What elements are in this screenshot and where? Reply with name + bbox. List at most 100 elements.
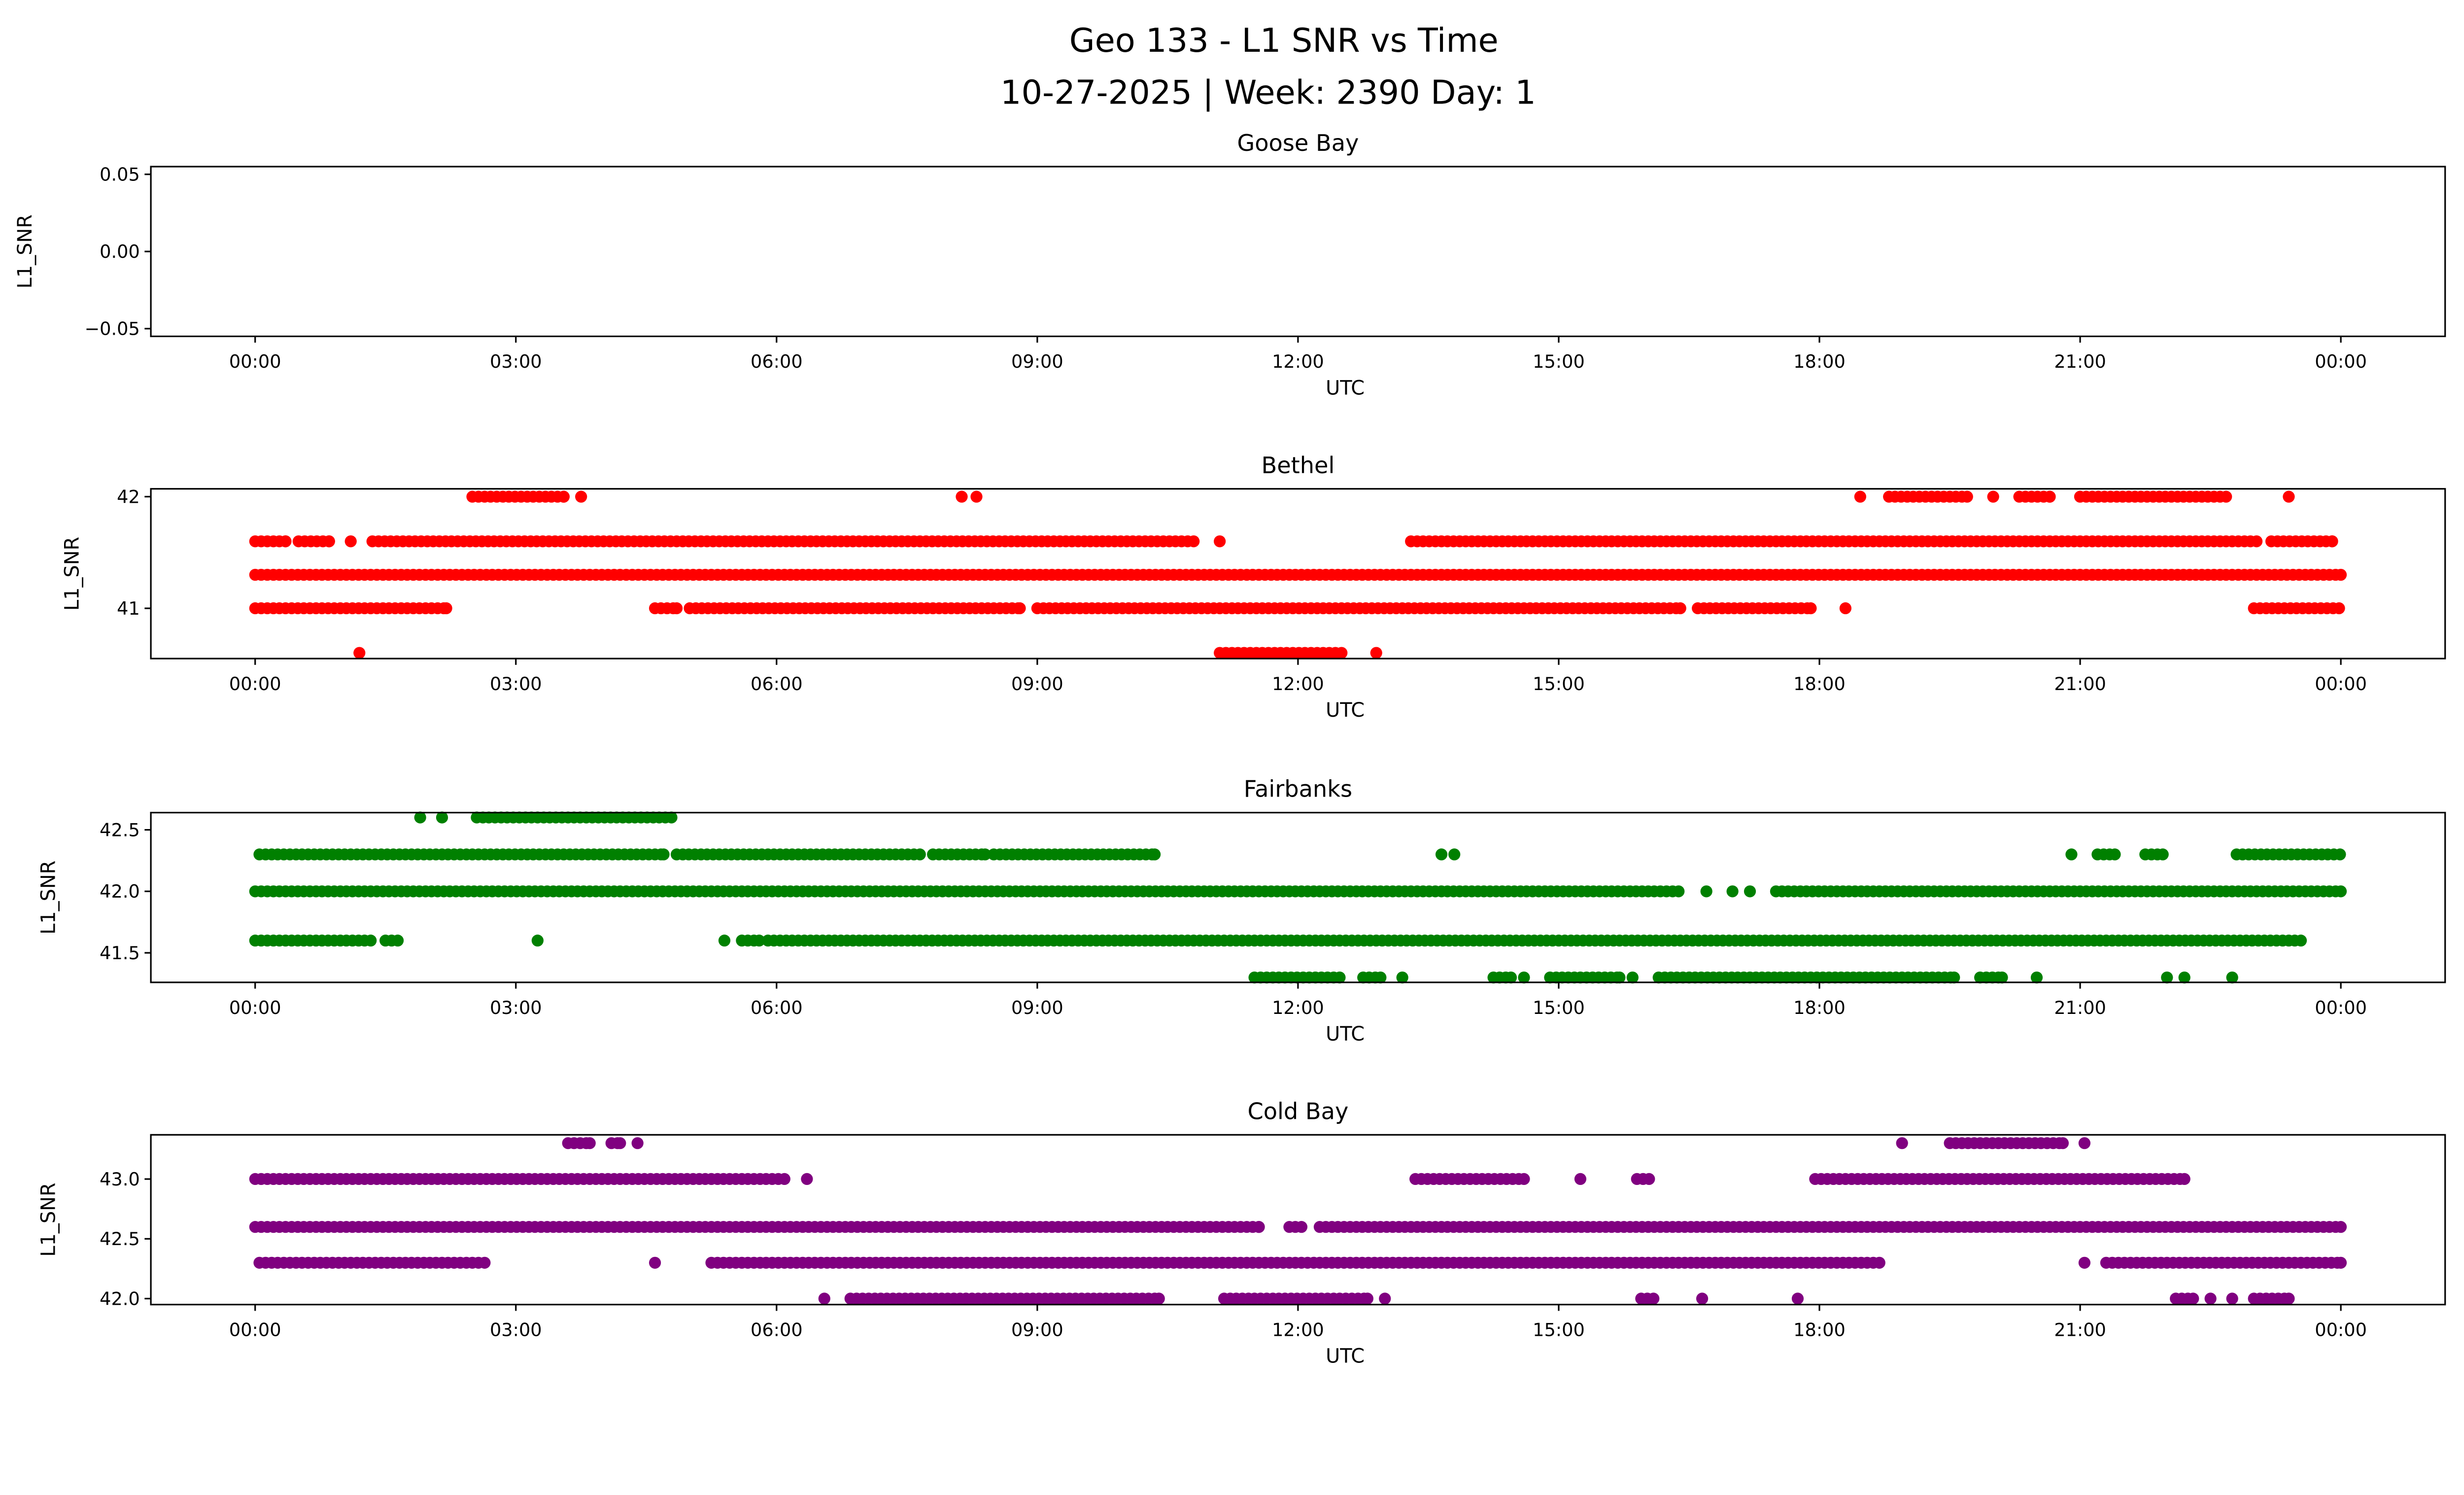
data-point <box>1791 1292 1804 1305</box>
data-point <box>1213 535 1226 548</box>
x-tick-label: 18:00 <box>1793 997 1846 1018</box>
data-points <box>249 1137 2347 1305</box>
subplot-bethel: Bethel 00:00 03:00 06:00 09:00 12:00 15:00 18:0… <box>61 452 2446 722</box>
subplot-title: Goose Bay <box>1237 130 1359 156</box>
figure: Geo 133 - L1 SNR vs Time 10-27-2025 | We… <box>0 0 2464 1404</box>
data-point <box>2030 971 2043 984</box>
data-point <box>1805 602 1817 615</box>
data-point <box>1435 848 1448 861</box>
subplot-title: Fairbanks <box>1244 776 1352 802</box>
x-tick-label: 00:00 <box>229 997 281 1018</box>
data-point <box>353 647 366 659</box>
data-point <box>1626 971 1639 984</box>
y-tick-label: 42.5 <box>100 819 140 840</box>
x-tick-label: 21:00 <box>2054 1319 2106 1340</box>
x-tick-label: 18:00 <box>1793 673 1846 695</box>
data-point <box>1014 602 1026 615</box>
data-point <box>440 602 452 615</box>
data-point <box>1448 848 1461 861</box>
x-tick-label: 09:00 <box>1011 1319 1063 1340</box>
x-tick-label: 15:00 <box>1533 1319 1585 1340</box>
data-point <box>1518 971 1530 984</box>
data-point <box>956 490 968 503</box>
data-point <box>718 935 731 947</box>
data-point <box>1370 647 1382 659</box>
data-point <box>323 535 335 548</box>
subplot-title: Bethel <box>1261 452 1335 479</box>
y-axis-label: L1_SNR <box>37 1182 60 1256</box>
data-point <box>2334 1221 2347 1233</box>
data-point <box>2220 490 2232 503</box>
data-point <box>2326 535 2338 548</box>
data-point <box>1379 1292 1391 1305</box>
data-point <box>818 1292 830 1305</box>
data-point <box>1948 971 1960 984</box>
data-point <box>1574 1173 1587 1185</box>
data-point <box>1647 1292 1660 1305</box>
x-tick-label: 00:00 <box>2315 351 2367 372</box>
data-point <box>2226 971 2238 984</box>
data-point <box>1148 848 1161 861</box>
x-tick-label: 21:00 <box>2054 351 2106 372</box>
data-point <box>1673 885 1685 898</box>
data-points <box>249 811 2347 984</box>
data-point <box>2056 1137 2069 1149</box>
x-tick-label: 21:00 <box>2054 673 2106 695</box>
data-point <box>2226 1292 2238 1305</box>
x-tick-label: 15:00 <box>1533 673 1585 695</box>
data-point <box>2294 935 2307 947</box>
x-tick-label: 03:00 <box>490 673 542 695</box>
data-point <box>2078 1256 2091 1269</box>
data-point <box>531 935 544 947</box>
x-axis-label: UTC <box>1326 1345 1365 1368</box>
figure-title-line1: Geo 133 - L1 SNR vs Time <box>1069 21 1499 60</box>
y-tick-label: 41 <box>117 598 140 619</box>
data-point <box>1334 971 1346 984</box>
data-point <box>1996 971 2008 984</box>
data-point <box>801 1173 813 1185</box>
x-tick-label: 12:00 <box>1272 1319 1324 1340</box>
data-point <box>1253 1221 1265 1233</box>
x-tick-label: 18:00 <box>1793 351 1846 372</box>
y-axis-label: L1_SNR <box>37 861 60 935</box>
data-point <box>414 811 426 824</box>
data-point <box>1987 490 1999 503</box>
data-point <box>2178 971 2190 984</box>
x-tick-label: 09:00 <box>1011 673 1063 695</box>
y-tick-label: 41.5 <box>100 942 140 964</box>
y-tick-label: 0.05 <box>100 164 140 185</box>
x-tick-label: 03:00 <box>490 1319 542 1340</box>
data-point <box>2187 1292 2199 1305</box>
data-point <box>344 535 357 548</box>
x-tick-label: 03:00 <box>490 997 542 1018</box>
data-point <box>1295 1221 1308 1233</box>
data-point <box>1700 885 1712 898</box>
subplots: Goose Bay 00:00 03:00 06:00 09:00 12:00 15:00 1… <box>14 130 2446 1368</box>
data-point <box>1696 1292 1709 1305</box>
data-point <box>365 935 377 947</box>
x-tick-label: 03:00 <box>490 351 542 372</box>
x-tick-label: 21:00 <box>2054 997 2106 1018</box>
data-point <box>665 811 678 824</box>
data-point <box>2178 1173 2190 1185</box>
subplot-fairbanks: Fairbanks 00:00 03:00 06:00 09:00 12:00 15:00 1… <box>37 776 2446 1045</box>
data-point <box>1153 1292 1165 1305</box>
x-tick-label: 06:00 <box>751 673 803 695</box>
x-tick-label: 06:00 <box>751 1319 803 1340</box>
data-point <box>1873 1256 1885 1269</box>
x-tick-label: 15:00 <box>1533 997 1585 1018</box>
y-tick-label: 0.00 <box>100 241 140 262</box>
y-tick-label: −0.05 <box>84 318 139 339</box>
x-tick-label: 06:00 <box>751 997 803 1018</box>
x-tick-label: 09:00 <box>1011 997 1063 1018</box>
data-point <box>279 535 292 548</box>
data-point <box>914 848 926 861</box>
data-point <box>1335 647 1348 659</box>
data-point <box>2161 971 2173 984</box>
x-tick-label: 15:00 <box>1533 351 1585 372</box>
data-point <box>391 935 404 947</box>
figure-background <box>0 0 2464 1404</box>
y-tick-label: 42.5 <box>100 1228 140 1250</box>
x-tick-label: 00:00 <box>2315 673 2367 695</box>
data-point <box>575 490 587 503</box>
